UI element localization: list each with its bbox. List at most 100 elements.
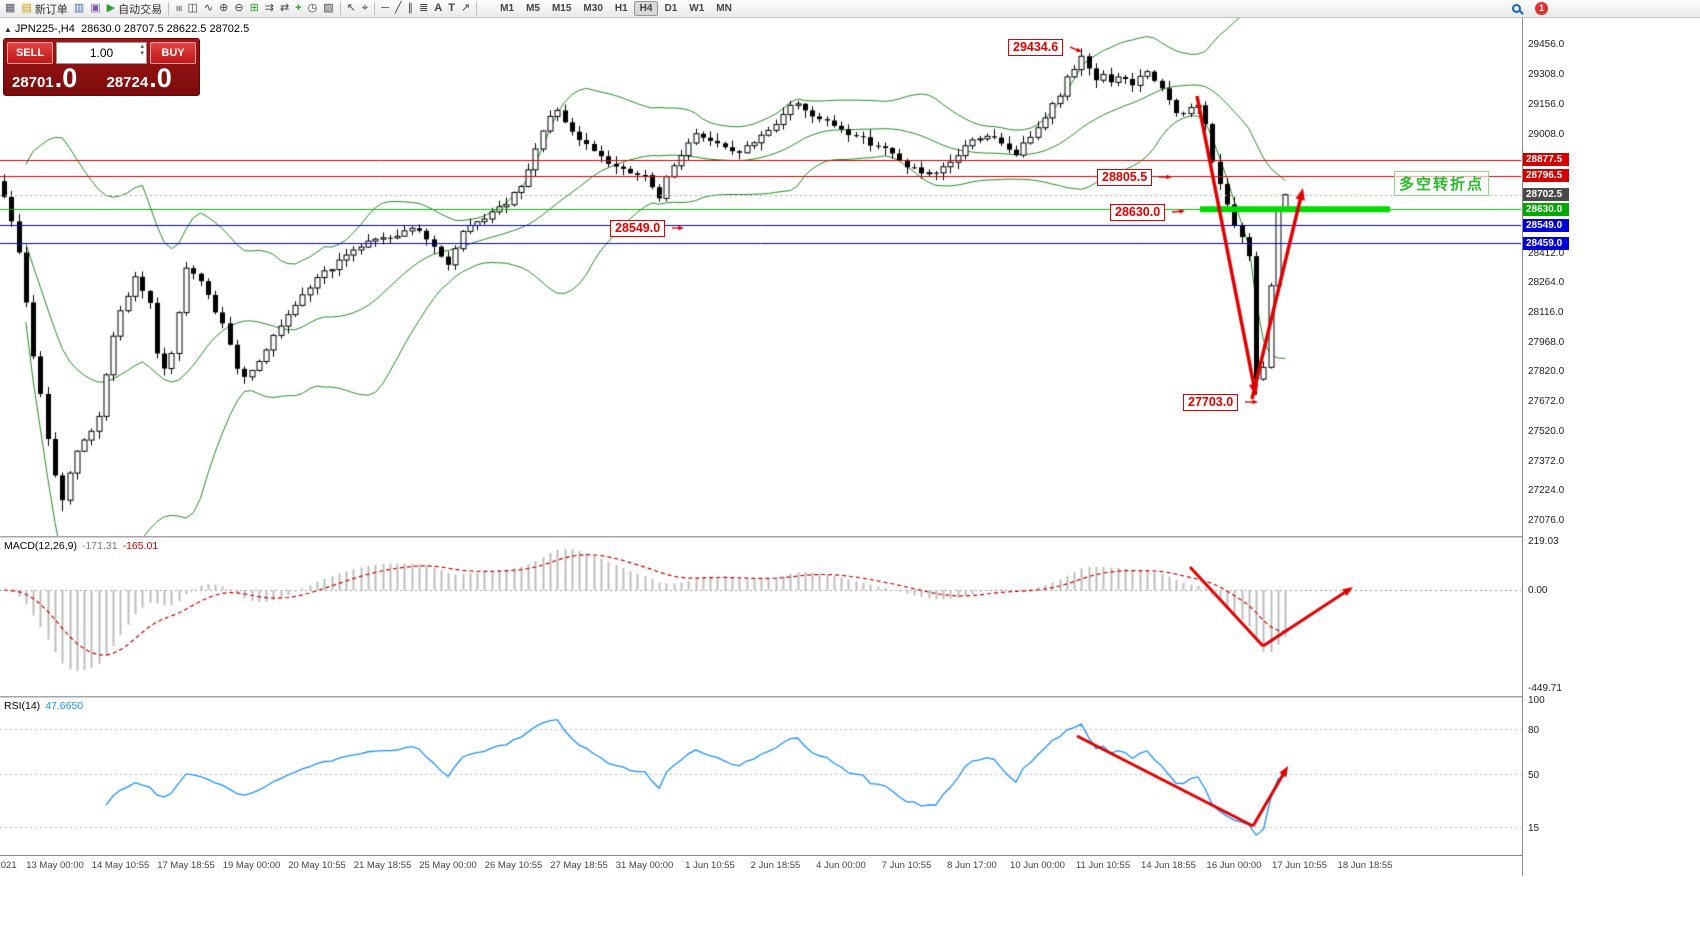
rsi-panel-canvas[interactable]: [0, 698, 1521, 855]
text-label-tool-icon[interactable]: T: [448, 2, 455, 14]
volume-spinner[interactable]: ▴ ▾: [140, 43, 144, 57]
time-axis-label: 20 May 10:55: [288, 860, 346, 871]
data-window-icon[interactable]: ▣: [90, 2, 101, 14]
axis-tick: 27224.0: [1528, 485, 1565, 497]
macd-indicator-label: MACD(12,26,9) -171.31 -165.01: [4, 540, 159, 552]
rsi-splitter[interactable]: [0, 696, 1522, 698]
timeframe-m1[interactable]: M1: [500, 3, 515, 14]
axis-tick: 28116.0: [1528, 307, 1564, 318]
axis-tick: 50: [1528, 770, 1540, 781]
price-tag: 28877.5: [1523, 153, 1569, 167]
ohlc-close: 28702.5: [209, 23, 250, 35]
profiles-icon[interactable]: ▥: [73, 2, 85, 14]
time-axis-label: 16 Jun 00:00: [1206, 860, 1262, 871]
new-order-button[interactable]: ▤ 新订单: [18, 1, 70, 17]
rsi-indicator-label: RSI(14) 47.6650: [4, 700, 84, 712]
price-tag: 28549.0: [1523, 218, 1569, 232]
collapse-triangle-icon[interactable]: ▲: [4, 25, 12, 34]
bar-chart-icon[interactable]: ≡: [172, 5, 185, 12]
time-axis-label: 21 May 18:55: [353, 860, 412, 871]
axis-tick: 27520.0: [1528, 426, 1565, 438]
tile-windows-icon[interactable]: ⊞: [249, 2, 259, 14]
axis-tick: 27076.0: [1528, 515, 1565, 526]
sell-price: 28701.0: [12, 63, 78, 93]
crosshair-icon[interactable]: ⌖: [361, 2, 369, 14]
timeframe-group: M1 M5 M15 M30 H1 H4 D1 W1 MN: [494, 1, 738, 16]
symbol-period: JPN225-,H4: [14, 23, 75, 35]
zoom-out-icon[interactable]: ⊖: [234, 2, 244, 14]
axis-tick: 29156.0: [1528, 99, 1565, 110]
ohlc-open: 28630.0: [80, 23, 121, 35]
arrows-tool-icon[interactable]: ↗: [460, 2, 471, 14]
axis-tick: 219.03: [1528, 535, 1559, 547]
candlestick-icon[interactable]: ◫: [187, 2, 198, 14]
auto-scroll-icon[interactable]: ⇉: [264, 2, 275, 14]
axis-tick: 29008.0: [1528, 128, 1565, 140]
periods-icon[interactable]: ◷: [307, 2, 318, 14]
axis-tick: 15: [1528, 822, 1540, 834]
axis-tick: 80: [1528, 725, 1540, 736]
zoom-in-icon[interactable]: ⊕: [219, 2, 229, 14]
toolbar-separator: [168, 2, 170, 15]
timeframe-h1[interactable]: H1: [614, 3, 628, 14]
time-axis-label: 17 May 18:55: [157, 860, 215, 871]
auto-trading-button[interactable]: ▶ 自动交易: [104, 1, 165, 17]
price-tag: 28796.5: [1523, 169, 1569, 183]
sell-button[interactable]: SELL: [7, 42, 53, 64]
price-tag: 28630.0: [1523, 202, 1569, 216]
axis-tick: 29456.0: [1528, 39, 1565, 50]
notification-badge[interactable]: 1: [1535, 2, 1548, 15]
one-click-trading-panel: SELL 1.00 ▴ ▾ BUY 28701.0 28724.0: [3, 38, 200, 96]
timeframe-m30[interactable]: M30: [583, 3, 603, 14]
new-order-icon: ▤: [21, 2, 32, 14]
templates-icon[interactable]: ▨: [323, 2, 334, 14]
toolbar-separator: [339, 2, 341, 15]
timeframe-m15[interactable]: M15: [551, 3, 572, 14]
time-axis-label: 8 Jun 17:00: [947, 860, 997, 871]
timeframe-m5[interactable]: M5: [526, 3, 540, 14]
rsi-value: 47.6650: [45, 700, 84, 712]
time-axis-label: 11 Jun 10:55: [1075, 860, 1131, 871]
channel-tool-icon[interactable]: ∥: [407, 2, 414, 14]
time-axis-label: 31 May 00:00: [615, 860, 674, 871]
time-axis-label: 11 May 2021: [0, 860, 17, 871]
buy-button[interactable]: BUY: [150, 42, 196, 64]
timeframe-h4[interactable]: H4: [633, 1, 659, 16]
hline-tool-icon[interactable]: ─: [381, 2, 389, 14]
axis-tick: 100: [1528, 695, 1545, 706]
cursor-icon[interactable]: ↖: [346, 2, 356, 14]
volume-value: 1.00: [89, 46, 114, 60]
chart-window-icon[interactable]: ▦: [5, 2, 16, 14]
timeframe-d1[interactable]: D1: [664, 3, 678, 14]
macd-panel-canvas[interactable]: [0, 538, 1521, 696]
main-chart-canvas[interactable]: [0, 18, 1521, 536]
volume-field[interactable]: 1.00 ▴ ▾: [56, 42, 147, 64]
timeframe-mn[interactable]: MN: [716, 3, 732, 14]
time-axis-label: 14 Jun 18:55: [1141, 860, 1196, 871]
axis-tick: 27968.0: [1528, 336, 1565, 348]
timeframe-w1[interactable]: W1: [689, 3, 705, 14]
trendline-tool-icon[interactable]: ╱: [394, 2, 402, 14]
toolbar-separator: [374, 2, 376, 15]
axis-tick: 29308.0: [1528, 68, 1565, 80]
auto-trading-icon: ▶: [106, 2, 116, 14]
fibonacci-tool-icon[interactable]: ≣: [419, 2, 429, 14]
time-axis[interactable]: 11 May 2021 13 May 00:00 14 May 10:55 17 Ma…: [0, 855, 1522, 876]
time-axis-label: 18 Jun 18:55: [1337, 860, 1393, 871]
chart-shift-icon[interactable]: ⇄: [280, 2, 290, 14]
price-axis[interactable]: 29456.0 29308.0 29156.0 29008.0 28412.0 28264…: [1522, 18, 1569, 876]
axis-tick: 28412.0: [1528, 247, 1565, 259]
line-chart-icon[interactable]: ∿: [203, 2, 214, 14]
time-axis-label: 27 May 18:55: [550, 860, 608, 871]
time-axis-label: 17 Jun 10:55: [1272, 860, 1327, 871]
spinner-up-icon: ▴: [140, 43, 144, 50]
time-axis-label: 25 May 00:00: [419, 860, 477, 871]
macd-splitter[interactable]: [0, 536, 1522, 538]
search-icon[interactable]: [1512, 4, 1521, 13]
indicators-icon[interactable]: +: [295, 2, 302, 14]
time-axis-label: 10 Jun 00:00: [1010, 860, 1065, 871]
text-tool-icon[interactable]: A: [434, 2, 443, 14]
axis-tick: 27372.0: [1528, 455, 1565, 467]
axis-tick: -449.71: [1528, 683, 1562, 694]
